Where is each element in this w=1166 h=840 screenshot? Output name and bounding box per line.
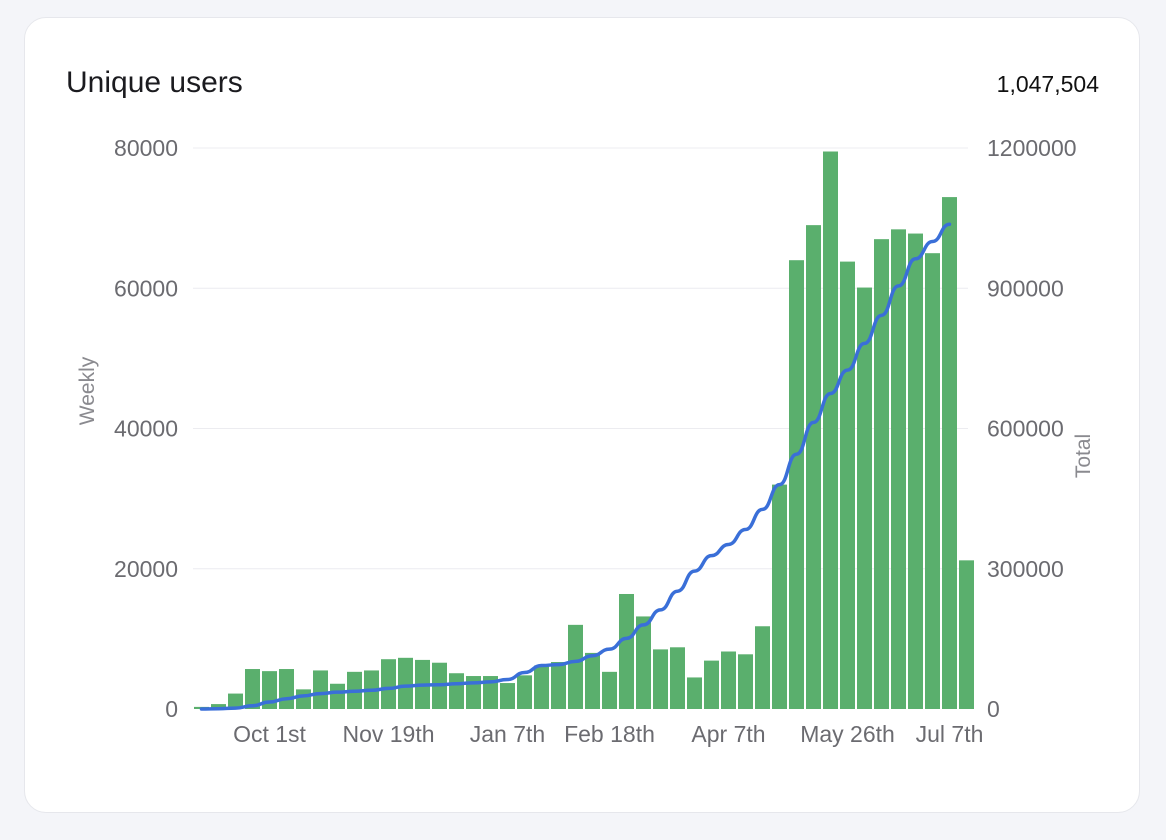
weekly-bar bbox=[738, 654, 753, 709]
weekly-bar bbox=[857, 287, 872, 709]
weekly-bar bbox=[262, 671, 277, 709]
x-tick-label: Feb 18th bbox=[564, 721, 655, 747]
weekly-bar bbox=[517, 675, 532, 709]
y-left-tick-label: 40000 bbox=[114, 416, 178, 442]
weekly-bar bbox=[704, 660, 719, 709]
weekly-bar bbox=[500, 683, 515, 709]
weekly-bar bbox=[534, 665, 549, 709]
weekly-bar bbox=[551, 662, 566, 709]
weekly-bar bbox=[636, 616, 651, 709]
y-right-tick-label: 1200000 bbox=[987, 135, 1077, 161]
weekly-bar bbox=[772, 484, 787, 709]
y-left-tick-label: 20000 bbox=[114, 556, 178, 582]
weekly-bar bbox=[211, 704, 226, 709]
y-right-axis-title: Total bbox=[1072, 434, 1095, 478]
weekly-bar bbox=[228, 693, 243, 709]
weekly-bar bbox=[483, 676, 498, 709]
weekly-bar bbox=[721, 651, 736, 709]
total-line bbox=[199, 222, 952, 711]
weekly-bar bbox=[925, 253, 940, 709]
weekly-bar bbox=[891, 229, 906, 709]
weekly-bar bbox=[755, 626, 770, 709]
x-tick-label: Oct 1st bbox=[233, 721, 306, 747]
weekly-bar bbox=[279, 669, 294, 709]
weekly-bar bbox=[874, 239, 889, 709]
weekly-bar bbox=[619, 593, 634, 709]
weekly-bar bbox=[687, 677, 702, 709]
y-right-tick-label: 600000 bbox=[987, 416, 1064, 442]
y-right-tick-label: 0 bbox=[987, 696, 1000, 722]
weekly-bar bbox=[449, 673, 464, 709]
x-tick-label: Apr 7th bbox=[691, 721, 765, 747]
weekly-bar bbox=[823, 151, 838, 710]
unique-users-card: Unique users 1,047,504 0 20000 40000 60000 8… bbox=[24, 17, 1140, 813]
weekly-bar bbox=[959, 560, 974, 709]
weekly-bar bbox=[585, 652, 600, 709]
weekly-bar bbox=[908, 233, 923, 710]
weekly-bar bbox=[670, 647, 685, 709]
weekly-bar bbox=[942, 197, 957, 709]
weekly-bar bbox=[653, 649, 668, 709]
weekly-bar bbox=[840, 261, 855, 709]
y-right-tick-label: 300000 bbox=[987, 556, 1064, 582]
weekly-bar bbox=[398, 657, 413, 709]
weekly-bar bbox=[806, 225, 821, 709]
weekly-bar bbox=[381, 659, 396, 709]
weekly-bar bbox=[602, 671, 617, 709]
weekly-bar bbox=[330, 683, 345, 709]
weekly-bar bbox=[296, 689, 311, 709]
unique-users-chart: 0 20000 40000 60000 80000 0 300000 600000 900000… bbox=[76, 135, 1095, 747]
card-title: Unique users bbox=[66, 66, 243, 99]
x-tick-label: Nov 19th bbox=[342, 721, 434, 747]
y-left-tick-label: 60000 bbox=[114, 275, 178, 301]
weekly-bar bbox=[245, 669, 260, 709]
weekly-bar bbox=[313, 670, 328, 709]
y-left-axis-title: Weekly bbox=[76, 356, 99, 425]
y-left-tick-label: 0 bbox=[165, 696, 178, 722]
x-tick-label: Jul 7th bbox=[916, 721, 984, 747]
x-tick-label: May 26th bbox=[800, 721, 895, 747]
x-tick-label: Jan 7th bbox=[470, 721, 545, 747]
total-value: 1,047,504 bbox=[996, 71, 1099, 97]
weekly-bar bbox=[789, 260, 804, 709]
weekly-bar bbox=[568, 624, 583, 709]
y-right-tick-label: 900000 bbox=[987, 275, 1064, 301]
y-left-tick-label: 80000 bbox=[114, 135, 178, 161]
